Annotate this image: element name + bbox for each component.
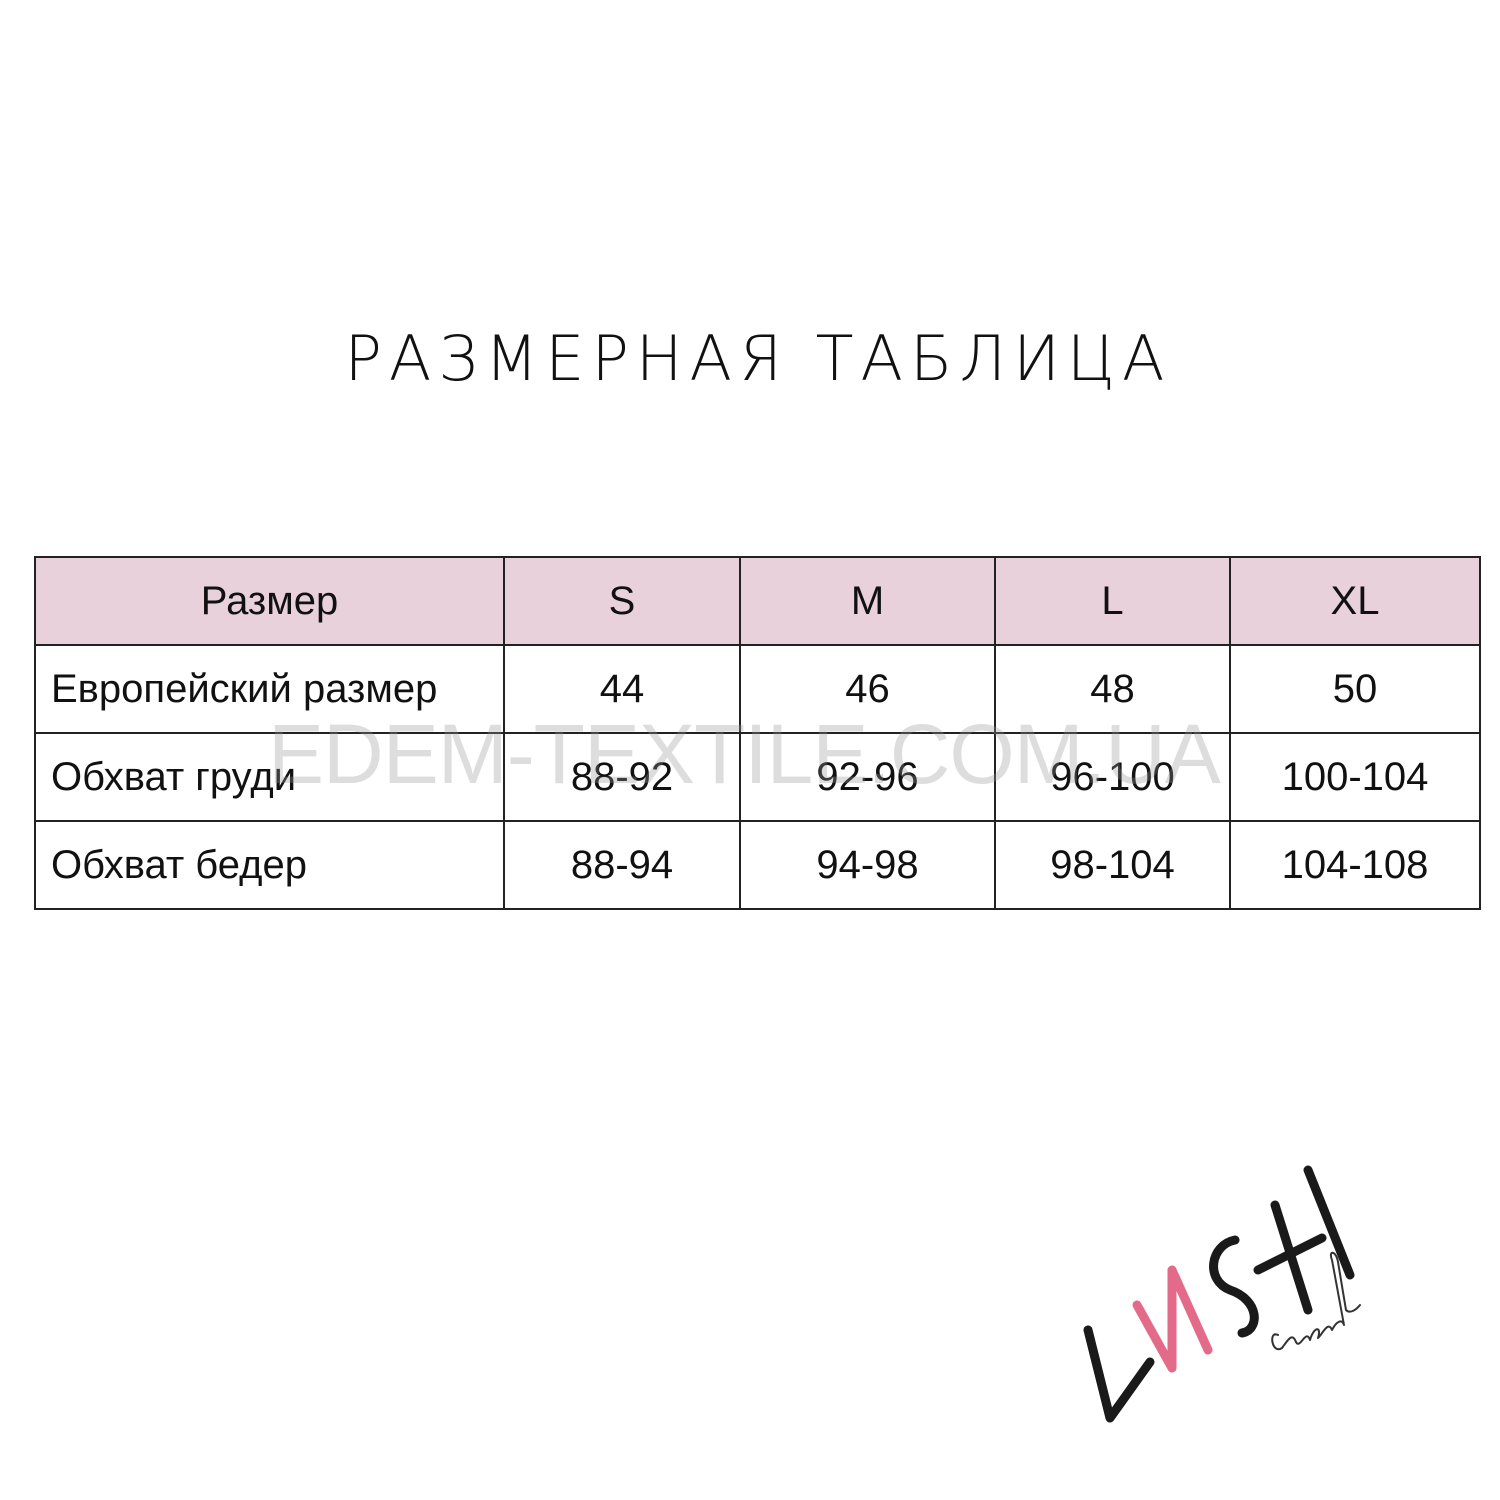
header-cell: S [503,556,741,646]
table-cell: 96-100 [994,732,1231,822]
table-cell: 98-104 [994,820,1231,910]
table-cell: 50 [1229,644,1481,734]
logo-letter-s [1209,1235,1259,1338]
row-label: Европейский размер [34,644,505,734]
table-cell: 44 [503,644,741,734]
logo-letter-l [1083,1325,1155,1423]
table-row: Европейский размер 44 46 48 50 [34,644,1481,734]
header-cell: M [739,556,996,646]
table-cell: 48 [994,644,1231,734]
logo-letter-u [1132,1265,1213,1373]
table-cell: 94-98 [739,820,996,910]
size-table: Размер S M L XL Европейский размер 44 46… [34,556,1481,910]
table-row: Обхват бедер 88-94 94-98 98-104 104-108 [34,820,1481,910]
table-row: Обхват груди 88-92 92-96 96-100 100-104 [34,732,1481,822]
row-label: Обхват груди [34,732,505,822]
table-cell: 88-94 [503,820,741,910]
table-cell: 100-104 [1229,732,1481,822]
table-cell: 104-108 [1229,820,1481,910]
table-cell: 92-96 [739,732,996,822]
logo-letter-h [1253,1165,1355,1315]
header-cell: XL [1229,556,1481,646]
page-title: РАЗМЕРНАЯ ТАБЛИЦА [344,322,1172,395]
header-cell: L [994,556,1231,646]
lush-casual-logo [1083,1165,1361,1423]
table-cell: 46 [739,644,996,734]
row-label: Обхват бедер [34,820,505,910]
table-header-row: Размер S M L XL [34,556,1481,646]
table-cell: 88-92 [503,732,741,822]
header-cell: Размер [34,556,505,646]
logo-casual [1271,1251,1361,1351]
